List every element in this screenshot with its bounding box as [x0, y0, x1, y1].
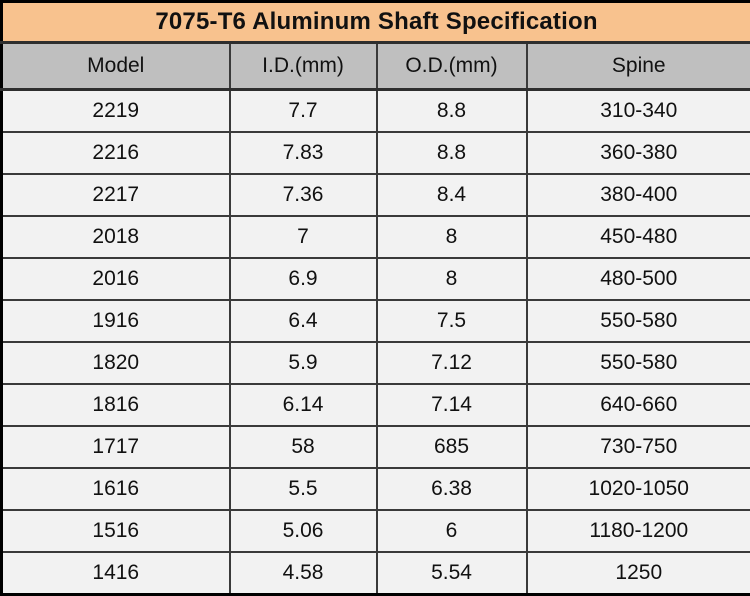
cell-model: 1820 [0, 341, 231, 385]
cell-od: 8.4 [375, 173, 528, 217]
table-title: 7075-T6 Aluminum Shaft Specification [0, 0, 750, 44]
cell-id: 7.83 [228, 131, 378, 175]
column-header-od: O.D.(mm) [375, 41, 528, 91]
cell-id: 7 [228, 215, 378, 259]
table-row: 1616 5.5 6.38 1020-1050 [0, 467, 750, 511]
cell-model: 2219 [0, 88, 231, 133]
cell-od: 5.54 [375, 551, 528, 596]
cell-spine: 640-660 [525, 383, 750, 427]
cell-spine: 550-580 [525, 341, 750, 385]
cell-spine: 730-750 [525, 425, 750, 469]
cell-od: 8.8 [375, 131, 528, 175]
cell-id: 7.36 [228, 173, 378, 217]
cell-od: 685 [375, 425, 528, 469]
table-row: 2018 7 8 450-480 [0, 215, 750, 259]
table-row: 1516 5.06 6 1180-1200 [0, 509, 750, 553]
cell-od: 7.14 [375, 383, 528, 427]
cell-spine: 360-380 [525, 131, 750, 175]
cell-id: 6.9 [228, 257, 378, 301]
table-row: 2217 7.36 8.4 380-400 [0, 173, 750, 217]
table-row: 2216 7.83 8.8 360-380 [0, 131, 750, 175]
cell-id: 5.06 [228, 509, 378, 553]
cell-model: 2018 [0, 215, 231, 259]
cell-od: 6.38 [375, 467, 528, 511]
cell-od: 7.5 [375, 299, 528, 343]
cell-model: 1416 [0, 551, 231, 596]
cell-spine: 380-400 [525, 173, 750, 217]
table-row: 1916 6.4 7.5 550-580 [0, 299, 750, 343]
cell-id: 6.14 [228, 383, 378, 427]
cell-spine: 1020-1050 [525, 467, 750, 511]
column-header-spine: Spine [525, 41, 750, 91]
table-header-row: Model I.D.(mm) O.D.(mm) Spine [0, 41, 750, 91]
cell-id: 7.7 [228, 88, 378, 133]
cell-od: 8 [375, 215, 528, 259]
table-row: 1717 58 685 730-750 [0, 425, 750, 469]
table-row: 1820 5.9 7.12 550-580 [0, 341, 750, 385]
cell-spine: 550-580 [525, 299, 750, 343]
table-row: 2016 6.9 8 480-500 [0, 257, 750, 301]
table-row: 2219 7.7 8.8 310-340 [0, 88, 750, 133]
cell-model: 1717 [0, 425, 231, 469]
cell-id: 6.4 [228, 299, 378, 343]
cell-model: 2216 [0, 131, 231, 175]
cell-model: 2217 [0, 173, 231, 217]
spec-table-body: 2219 7.7 8.8 310-340 2216 7.83 8.8 360-380 2217 7… [0, 88, 750, 596]
cell-id: 58 [228, 425, 378, 469]
cell-id: 5.9 [228, 341, 378, 385]
cell-id: 5.5 [228, 467, 378, 511]
column-header-model: Model [0, 41, 231, 91]
table-title-row: 7075-T6 Aluminum Shaft Specification [0, 0, 750, 44]
cell-od: 8 [375, 257, 528, 301]
cell-model: 1616 [0, 467, 231, 511]
cell-od: 7.12 [375, 341, 528, 385]
cell-model: 1816 [0, 383, 231, 427]
cell-spine: 1250 [525, 551, 750, 596]
cell-od: 6 [375, 509, 528, 553]
cell-model: 1516 [0, 509, 231, 553]
column-header-id: I.D.(mm) [228, 41, 378, 91]
cell-spine: 450-480 [525, 215, 750, 259]
cell-spine: 310-340 [525, 88, 750, 133]
cell-spine: 1180-1200 [525, 509, 750, 553]
cell-spine: 480-500 [525, 257, 750, 301]
cell-model: 2016 [0, 257, 231, 301]
cell-od: 8.8 [375, 88, 528, 133]
cell-id: 4.58 [228, 551, 378, 596]
cell-model: 1916 [0, 299, 231, 343]
table-row: 1416 4.58 5.54 1250 [0, 551, 750, 596]
table-row: 1816 6.14 7.14 640-660 [0, 383, 750, 427]
